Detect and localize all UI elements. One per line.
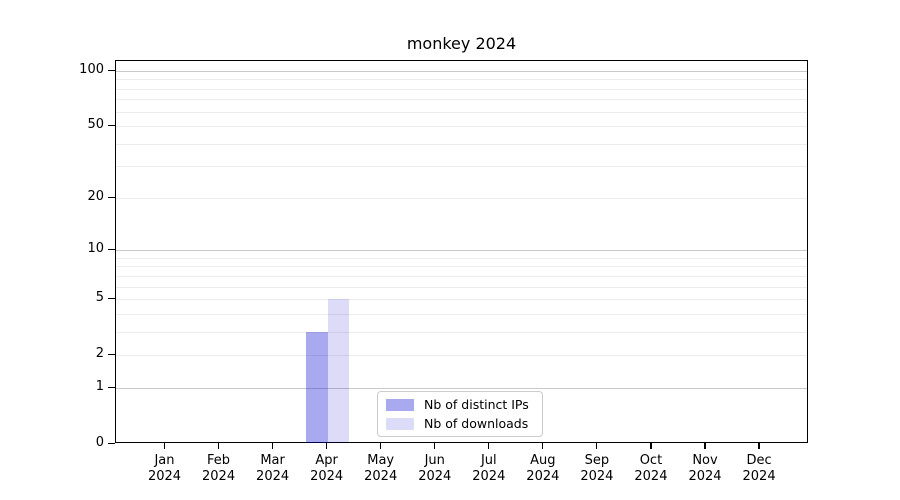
x-tick-year: 2024 [418,469,452,484]
x-tick-month: Jun [424,453,445,468]
y-tick-label: 20 [87,188,104,204]
gridline-minor [116,88,807,90]
x-tick-year: 2024 [688,469,722,484]
x-tick-label: Jul 2024 [449,453,529,485]
plot-area [115,60,808,443]
x-tick-label: May 2024 [341,453,421,485]
x-tick-label: Nov 2024 [665,453,745,485]
legend-row-downloads: Nb of downloads [386,416,534,431]
chart-title: monkey 2024 [406,34,517,53]
x-tick-mark [272,443,274,449]
gridline-minor [116,257,807,259]
x-tick-mark [434,443,436,449]
legend-row-distinct-ips: Nb of distinct IPs [386,397,534,412]
gridline-major [116,250,807,252]
x-tick-year: 2024 [364,469,398,484]
x-tick-mark [704,443,706,449]
x-tick-mark [326,443,328,449]
x-tick-year: 2024 [580,469,614,484]
x-tick-mark [163,443,166,449]
x-tick-month: Apr [315,453,338,468]
y-tick-label: 50 [87,117,104,133]
x-tick-label: Jan 2024 [125,453,205,485]
gridline-minor [116,355,807,357]
bar-downloads [327,299,350,443]
x-tick-month: Feb [207,453,231,468]
gridline-minor [116,197,807,199]
y-tick-mark [108,125,115,127]
gridline-minor [116,313,807,315]
gridline-minor [116,166,807,168]
y-tick-mark [108,354,115,356]
y-tick-label: 5 [95,290,104,306]
x-tick-month: May [367,453,395,468]
gridline-minor [116,99,807,101]
y-tick-mark [108,196,115,199]
gridline-minor [116,79,807,81]
gridline-minor [116,275,807,277]
x-tick-month: Nov [692,453,718,468]
x-tick-label: Oct 2024 [611,453,691,485]
x-tick-mark [380,443,382,449]
x-tick-month: Oct [639,453,663,468]
x-tick-label: Jun 2024 [395,453,475,485]
x-tick-month: Dec [746,453,772,468]
x-tick-mark [758,443,760,449]
x-tick-mark [217,443,220,449]
x-tick-year: 2024 [634,469,668,484]
x-tick-year: 2024 [742,469,776,484]
x-tick-month: Sep [584,453,610,468]
bar-distinct-ips [306,331,328,443]
gridline-minor [116,331,807,333]
y-tick-mark [108,443,115,445]
x-tick-label: Aug 2024 [503,453,583,485]
y-tick-label: 100 [79,62,104,77]
x-tick-mark [596,443,598,449]
x-tick-year: 2024 [526,469,560,484]
x-tick-mark [542,443,544,449]
x-tick-mark [488,443,490,449]
gridline-minor [116,111,807,113]
legend: Nb of distinct IPs Nb of downloads [377,391,543,437]
x-tick-month: Jan [154,453,175,468]
y-tick-mark [108,386,115,389]
y-tick-mark [108,249,115,251]
y-tick-label: 0 [95,435,104,450]
x-tick-month: Mar [260,453,285,468]
x-tick-month: Aug [530,453,556,468]
gridline-minor [116,299,807,301]
x-tick-mark [650,443,652,449]
x-tick-label: Apr 2024 [287,453,367,485]
y-tick-label: 2 [95,346,104,362]
legend-label-distinct-ips: Nb of distinct IPs [424,397,529,412]
y-tick-label: 1 [95,378,104,394]
gridline-minor [116,266,807,268]
y-tick-mark [108,70,115,72]
legend-label-downloads: Nb of downloads [424,416,529,431]
x-tick-label: Mar 2024 [233,453,313,485]
x-tick-year: 2024 [147,469,182,484]
x-tick-month: Jul [480,453,497,468]
x-tick-year: 2024 [202,469,236,484]
y-tick-mark [108,298,115,300]
x-tick-label: Sep 2024 [557,453,637,485]
gridline-minor [116,126,807,128]
legend-swatch-downloads [386,417,414,430]
gridline-minor [116,286,807,288]
gridline-minor [116,143,807,145]
x-tick-year: 2024 [256,469,290,484]
legend-swatch-distinct-ips [386,398,414,411]
x-tick-year: 2024 [310,469,344,484]
y-tick-label: 10 [87,241,104,257]
x-tick-label: Feb 2024 [179,453,259,485]
gridline-major [116,71,807,72]
gridline-major [116,387,807,389]
x-tick-label: Dec 2024 [719,453,799,485]
x-tick-year: 2024 [472,469,506,484]
